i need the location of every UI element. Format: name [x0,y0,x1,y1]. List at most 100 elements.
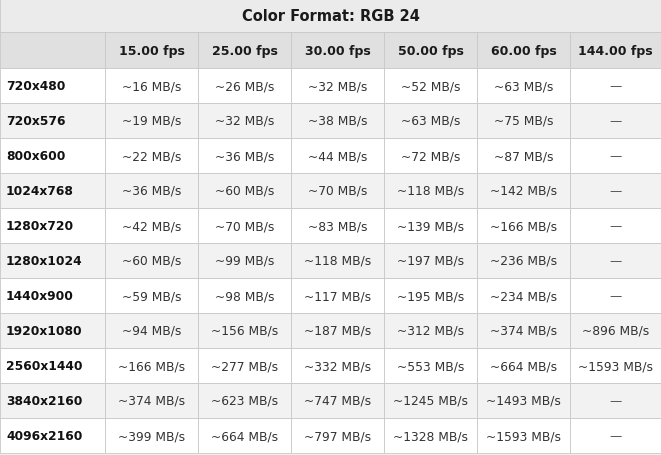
Bar [477,243,570,278]
Bar [291,33,384,69]
Text: ~1245 MB/s: ~1245 MB/s [393,394,468,407]
Text: ~187 MB/s: ~187 MB/s [304,324,371,337]
Text: ~195 MB/s: ~195 MB/s [397,289,464,302]
Text: —: — [609,219,621,233]
Bar [198,243,291,278]
Bar [291,104,384,139]
Bar [384,278,477,313]
Bar [384,174,477,208]
Text: ~118 MB/s: ~118 MB/s [397,185,464,197]
Text: ~32 MB/s: ~32 MB/s [308,80,368,93]
Text: ~623 MB/s: ~623 MB/s [211,394,278,407]
Bar [291,313,384,348]
Bar [291,69,384,104]
Text: 3840x2160: 3840x2160 [6,394,83,407]
Text: ~747 MB/s: ~747 MB/s [304,394,371,407]
Bar [477,208,570,243]
Text: ~63 MB/s: ~63 MB/s [401,115,460,128]
Bar [198,208,291,243]
Text: —: — [609,254,621,268]
Bar [291,383,384,418]
Text: 2560x1440: 2560x1440 [6,359,83,372]
Bar [570,313,661,348]
Text: 4096x2160: 4096x2160 [6,429,83,442]
Bar [105,174,198,208]
Bar [198,174,291,208]
Text: ~60 MB/s: ~60 MB/s [122,254,181,268]
Text: —: — [609,80,621,93]
Bar [291,139,384,174]
Bar [570,243,661,278]
Text: 50.00 fps: 50.00 fps [397,45,463,57]
Text: —: — [609,394,621,407]
Bar [477,278,570,313]
Text: Color Format: RGB 24: Color Format: RGB 24 [241,9,420,24]
Text: ~19 MB/s: ~19 MB/s [122,115,181,128]
Bar [384,208,477,243]
Text: 1280x1024: 1280x1024 [6,254,83,268]
Text: ~664 MB/s: ~664 MB/s [211,429,278,442]
Bar [384,243,477,278]
Bar [384,348,477,383]
Text: ~1593 MB/s: ~1593 MB/s [486,429,561,442]
Bar [570,104,661,139]
Text: ~234 MB/s: ~234 MB/s [490,289,557,302]
Text: ~75 MB/s: ~75 MB/s [494,115,553,128]
Text: 25.00 fps: 25.00 fps [212,45,278,57]
Bar [570,174,661,208]
Bar [384,418,477,453]
Bar [105,104,198,139]
Text: 1440x900: 1440x900 [6,289,74,302]
Bar [198,278,291,313]
Bar [0,418,105,453]
Bar [105,243,198,278]
Bar [570,208,661,243]
Text: ~94 MB/s: ~94 MB/s [122,324,181,337]
Text: ~1493 MB/s: ~1493 MB/s [486,394,561,407]
Text: ~117 MB/s: ~117 MB/s [304,289,371,302]
Bar [291,348,384,383]
Bar [570,69,661,104]
Text: ~63 MB/s: ~63 MB/s [494,80,553,93]
Text: ~277 MB/s: ~277 MB/s [211,359,278,372]
Text: ~118 MB/s: ~118 MB/s [304,254,371,268]
Bar [105,383,198,418]
Bar [291,278,384,313]
Bar [477,139,570,174]
Bar [198,348,291,383]
Text: ~36 MB/s: ~36 MB/s [215,150,274,162]
Bar [291,418,384,453]
Text: ~26 MB/s: ~26 MB/s [215,80,274,93]
Text: ~22 MB/s: ~22 MB/s [122,150,181,162]
Text: ~236 MB/s: ~236 MB/s [490,254,557,268]
Text: ~70 MB/s: ~70 MB/s [308,185,368,197]
Text: ~72 MB/s: ~72 MB/s [401,150,460,162]
Bar [384,139,477,174]
Text: —: — [609,115,621,128]
Bar [477,69,570,104]
Text: 720x576: 720x576 [6,115,65,128]
Bar [198,313,291,348]
Text: 60.00 fps: 60.00 fps [490,45,557,57]
Bar [0,313,105,348]
Bar [0,278,105,313]
Text: ~142 MB/s: ~142 MB/s [490,185,557,197]
Bar [477,174,570,208]
Bar [0,174,105,208]
Text: ~197 MB/s: ~197 MB/s [397,254,464,268]
Text: ~36 MB/s: ~36 MB/s [122,185,181,197]
Text: ~399 MB/s: ~399 MB/s [118,429,185,442]
Bar [570,33,661,69]
Bar [477,383,570,418]
Text: —: — [609,429,621,442]
Text: ~166 MB/s: ~166 MB/s [490,219,557,233]
Text: ~52 MB/s: ~52 MB/s [401,80,460,93]
Text: ~38 MB/s: ~38 MB/s [308,115,368,128]
Bar [0,208,105,243]
Text: —: — [609,289,621,302]
Bar [291,174,384,208]
Text: ~83 MB/s: ~83 MB/s [308,219,368,233]
Text: ~32 MB/s: ~32 MB/s [215,115,274,128]
Text: ~60 MB/s: ~60 MB/s [215,185,274,197]
Text: ~797 MB/s: ~797 MB/s [304,429,371,442]
